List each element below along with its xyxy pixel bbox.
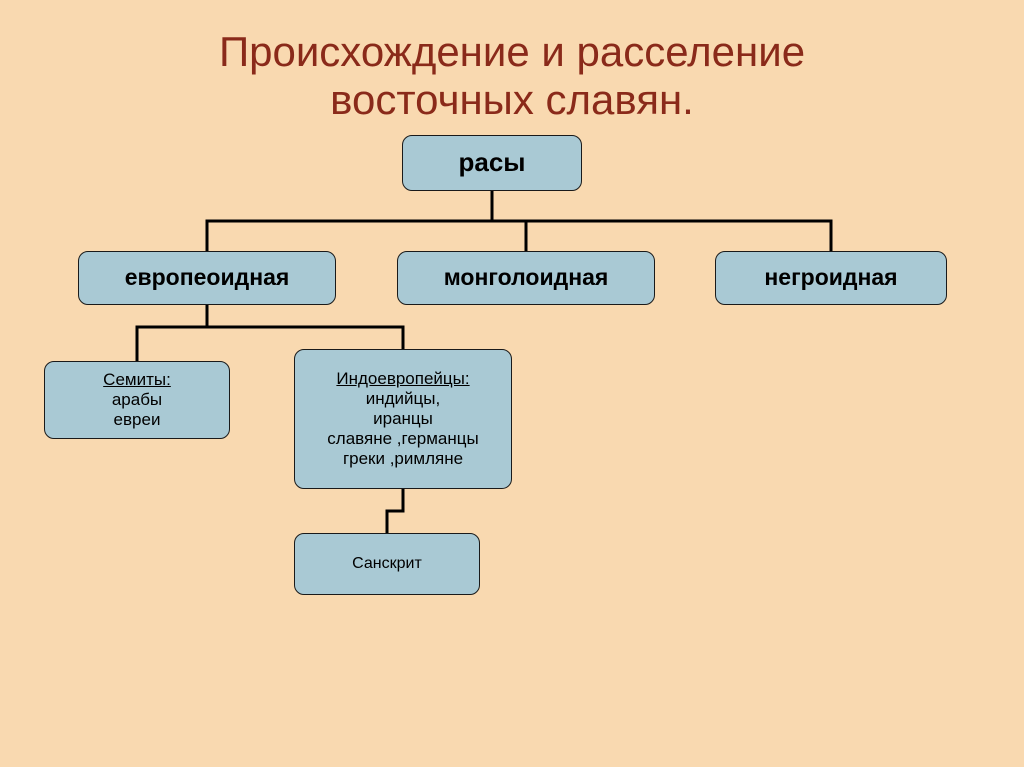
node-sanskrit: Санскрит	[294, 533, 480, 595]
node-text: славяне ,германцы	[327, 429, 478, 449]
node-europeoid: европеоидная	[78, 251, 336, 305]
node-text: индийцы,	[366, 389, 440, 409]
node-mongoloid: монголоидная	[397, 251, 655, 305]
slide-title: Происхождение и расселение восточных сла…	[0, 0, 1024, 125]
node-text: Санскрит	[352, 555, 422, 573]
title-line-2: восточных славян.	[330, 76, 694, 123]
node-text: монголоидная	[444, 264, 609, 291]
node-semites: Семиты:арабыевреи	[44, 361, 230, 439]
node-text: арабы	[112, 390, 162, 410]
node-text: Семиты:	[103, 370, 171, 390]
node-text: греки ,римляне	[343, 449, 463, 469]
node-text: иранцы	[373, 409, 433, 429]
node-text: евреи	[114, 410, 161, 430]
node-text: европеоидная	[125, 264, 290, 291]
node-text: Индоевропейцы:	[336, 369, 469, 389]
node-root: расы	[402, 135, 582, 191]
node-negroid: негроидная	[715, 251, 947, 305]
node-text: негроидная	[764, 264, 897, 291]
node-text: расы	[458, 147, 525, 178]
diagram-canvas: расы европеоидная монголоидная негроидная Се…	[0, 125, 1024, 725]
title-line-1: Происхождение и расселение	[219, 28, 805, 75]
node-indoeuro: Индоевропейцы:индийцы,иранцыславяне ,гер…	[294, 349, 512, 489]
